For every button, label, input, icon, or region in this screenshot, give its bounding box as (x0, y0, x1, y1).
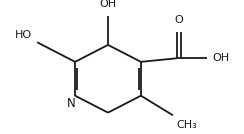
Text: OH: OH (100, 0, 117, 9)
Text: O: O (174, 15, 183, 25)
Text: N: N (67, 97, 75, 110)
Text: OH: OH (212, 53, 229, 63)
Text: CH₃: CH₃ (176, 120, 197, 130)
Text: HO: HO (15, 30, 32, 40)
